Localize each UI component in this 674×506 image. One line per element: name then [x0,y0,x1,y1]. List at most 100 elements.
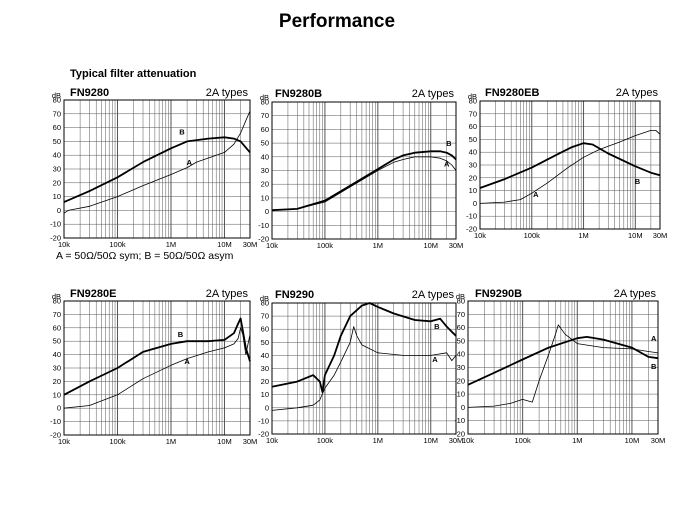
y-tick-label: 60 [457,323,465,332]
y-tick-label: 40 [261,351,269,360]
y-tick-label: 70 [469,109,477,118]
series-b-line [63,317,251,396]
x-tick-label: 1M [373,241,383,250]
x-tick-label: 30M [449,241,464,250]
y-tick-label: 70 [53,310,61,319]
curve-label-b: B [651,362,657,371]
chart-title: FN9290B [475,288,522,300]
series-a-line [479,129,661,204]
y-tick-label: 60 [469,122,477,131]
x-tick-label: 1M [166,437,176,446]
y-tick-label: 30 [261,364,269,373]
chart-type-label: 2A types [616,87,659,99]
y-tick-label: -20 [466,225,477,234]
y-tick-label: 50 [53,337,61,346]
y-tick-label: 30 [457,363,465,372]
chart-grid [271,302,457,435]
curve-label-a: A [651,334,657,343]
y-tick-label: 80 [53,297,61,306]
x-tick-label: 10M [423,436,438,445]
y-tick-label: 10 [53,192,61,201]
y-tick-label: 40 [457,350,465,359]
x-tick-label: 10k [462,436,474,445]
legend-note: A = 50Ω/50Ω sym; B = 50Ω/50Ω asym [56,250,234,262]
y-tick-label: 10 [469,186,477,195]
y-tick-label: 0 [473,199,477,208]
y-tick-label: 70 [261,111,269,120]
chart-type-label: 2A types [412,289,455,301]
plot-frame [63,300,251,436]
chart-grid [479,100,661,230]
y-tick-label: 70 [53,109,61,118]
x-tick-label: 100k [109,437,126,446]
y-axis-label: dB [52,91,61,100]
y-tick-label: 0 [461,403,465,412]
x-tick-label: 10M [217,240,232,249]
y-tick-label: 40 [469,148,477,157]
y-tick-label: 10 [53,390,61,399]
y-tick-label: 80 [261,299,269,308]
y-tick-label: 80 [469,97,477,106]
plot-frame [271,302,457,435]
curve-label-b: B [434,322,440,331]
y-tick-label: 70 [457,310,465,319]
plot-frame [479,100,661,230]
chart-2: 80 70 60 50 40 30 20 10 0 -10 -20 dB 10k 100k 1M 10M 30M… [258,88,463,250]
x-tick-label: 30M [243,437,258,446]
series-a-line [271,156,457,211]
series-a-line [467,324,659,408]
chart-type-label: 2A types [614,288,657,300]
series-b-line [271,150,457,212]
y-tick-label: 0 [57,206,61,215]
y-tick-label: 80 [53,96,61,105]
y-tick-label: 10 [457,390,465,399]
y-tick-label: 30 [53,165,61,174]
y-tick-label: 40 [261,152,269,161]
y-tick-label: -20 [454,430,465,439]
y-tick-label: 30 [53,364,61,373]
chart-grid [271,101,457,240]
y-tick-label: -10 [50,417,61,426]
curve-label-a: A [184,357,190,366]
y-tick-label: 10 [261,193,269,202]
curve-label-b: B [635,177,641,186]
x-tick-label: 10k [474,231,486,240]
x-tick-label: 1M [373,436,383,445]
y-tick-label: 80 [261,98,269,107]
x-tick-label: 100k [524,231,541,240]
y-tick-label: 50 [261,139,269,148]
x-tick-label: 100k [317,241,334,250]
x-tick-label: 10k [266,436,278,445]
y-tick-label: 0 [265,403,269,412]
curve-label-b: B [178,330,184,339]
y-tick-label: 50 [261,338,269,347]
y-tick-label: 20 [457,376,465,385]
plot-frame [63,99,251,239]
chart-group-subtitle: Typical filter attenuation [70,68,197,80]
y-axis-label: dB [260,294,269,303]
chart-title: FN9290 [275,289,314,301]
y-tick-label: 60 [53,123,61,132]
y-tick-label: 10 [261,390,269,399]
chart-5: 80 70 60 50 40 30 20 10 0 -10 -20 dB 10k 100k 1M 10M 30M… [258,289,463,445]
y-tick-label: 20 [261,180,269,189]
y-tick-label: 20 [261,377,269,386]
series-a-line [271,326,457,411]
y-axis-label: dB [456,292,465,301]
x-tick-label: 100k [109,240,126,249]
chart-title: FN9280E [70,288,116,300]
x-tick-label: 30M [449,436,464,445]
y-tick-label: -10 [454,416,465,425]
x-tick-label: 100k [515,436,532,445]
y-tick-label: 50 [457,336,465,345]
y-tick-label: 20 [53,178,61,187]
y-tick-label: 60 [261,125,269,134]
y-tick-label: -10 [466,212,477,221]
y-tick-label: -20 [258,430,269,439]
series-b-line [479,142,661,189]
chart-6: 80 70 60 50 40 30 20 10 0 -10 -20 dB 10k 100k 1M 10M 30M… [454,288,665,445]
chart-type-label: 2A types [206,288,249,300]
x-tick-label: 10k [266,241,278,250]
curve-label-a: A [533,190,539,199]
x-tick-label: 10M [625,436,640,445]
